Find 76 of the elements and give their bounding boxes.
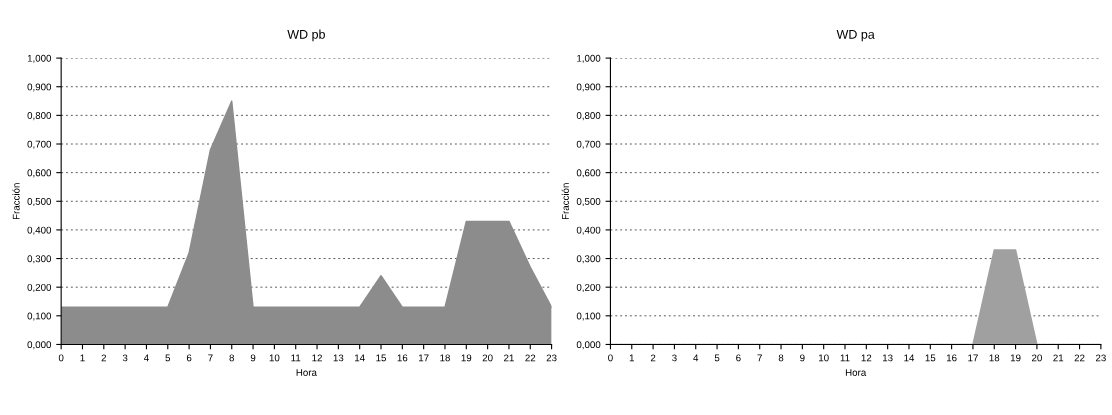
x-tick-label: 21 [504, 354, 514, 362]
x-tick-label: 23 [1095, 354, 1106, 362]
x-tick-label: 17 [418, 354, 429, 362]
x-tick-label: 3 [672, 354, 677, 362]
x-tick-label: 12 [861, 354, 872, 362]
y-tick-label: 0,100 [576, 312, 601, 321]
x-tick-label: 15 [925, 354, 936, 362]
x-tick-label: 10 [819, 354, 829, 362]
x-tick-label: 13 [882, 354, 893, 362]
y-tick-label: 0,600 [576, 169, 601, 178]
y-tick-label: 0,000 [27, 341, 52, 350]
x-tick-label: 12 [312, 354, 322, 362]
x-tick-label: 9 [250, 354, 256, 362]
x-tick-label: 20 [482, 354, 493, 362]
x-tick-label: 16 [946, 354, 957, 362]
y-tick-label: 0,500 [27, 198, 52, 207]
y-tick-label: 1,000 [27, 54, 52, 63]
x-tick-label: 2 [650, 354, 656, 362]
x-tick-label: 8 [778, 354, 784, 362]
x-tick-label: 20 [1031, 354, 1042, 362]
x-tick-label: 11 [840, 354, 850, 362]
y-tick-label: 0,900 [576, 83, 601, 92]
x-tick-label: 14 [355, 354, 365, 362]
x-axis-title: Hora [845, 369, 867, 376]
chart-title: WD pb [287, 29, 325, 42]
x-tick-label: 17 [968, 354, 978, 362]
x-tick-label: 22 [1074, 354, 1085, 362]
y-tick-label: 0,200 [27, 283, 52, 292]
x-tick-label: 8 [229, 354, 235, 362]
x-tick-label: 22 [525, 354, 536, 362]
y-tick-label: 0,500 [576, 198, 601, 207]
x-tick-label: 6 [186, 354, 192, 362]
y-tick-label: 0,700 [576, 140, 601, 149]
x-tick-label: 1 [629, 354, 634, 362]
x-tick-label: 7 [757, 354, 762, 362]
y-tick-label: 0,800 [576, 112, 601, 121]
y-axis-title: Fracción [561, 183, 569, 220]
y-tick-label: 0,700 [27, 140, 52, 149]
y-tick-label: 0,300 [27, 255, 52, 264]
x-tick-label: 18 [440, 354, 450, 362]
x-tick-label: 13 [333, 354, 344, 362]
x-tick-label: 21 [1053, 354, 1064, 362]
x-tick-label: 7 [208, 354, 213, 362]
y-tick-label: 0,200 [576, 283, 601, 292]
x-tick-label: 6 [736, 354, 741, 362]
x-tick-label: 5 [165, 354, 171, 362]
y-tick-label: 0,100 [27, 312, 52, 321]
y-tick-label: 0,900 [27, 83, 52, 92]
x-tick-label: 5 [714, 354, 720, 362]
y-tick-label: 1,000 [577, 54, 601, 63]
chart-title: WD pa [836, 30, 875, 42]
x-tick-label: 0 [608, 354, 613, 362]
y-tick-label: 0,800 [27, 112, 52, 121]
x-tick-label: 3 [122, 354, 128, 362]
x-tick-label: 10 [269, 354, 280, 362]
x-axis-title: Hora [296, 369, 317, 376]
x-tick-label: 18 [989, 354, 1000, 362]
x-tick-label: 1 [80, 354, 85, 362]
x-tick-label: 9 [800, 354, 805, 362]
y-tick-label: 0,400 [576, 226, 601, 235]
x-tick-label: 4 [693, 354, 699, 362]
x-tick-label: 2 [101, 354, 107, 362]
x-tick-label: 0 [58, 354, 64, 362]
x-tick-label: 14 [904, 354, 915, 362]
x-tick-label: 19 [1010, 354, 1021, 362]
x-tick-label: 16 [397, 354, 408, 362]
y-tick-label: 0,300 [576, 255, 601, 264]
y-axis-title: Fracción [12, 183, 20, 220]
x-tick-label: 19 [461, 354, 472, 362]
x-tick-label: 15 [376, 354, 387, 362]
y-tick-label: 0,400 [27, 226, 52, 235]
y-tick-label: 0,600 [27, 169, 52, 178]
x-tick-label: 23 [546, 354, 557, 362]
x-tick-label: 4 [143, 354, 149, 362]
y-tick-label: 0,000 [576, 341, 601, 350]
x-tick-label: 11 [291, 354, 301, 362]
